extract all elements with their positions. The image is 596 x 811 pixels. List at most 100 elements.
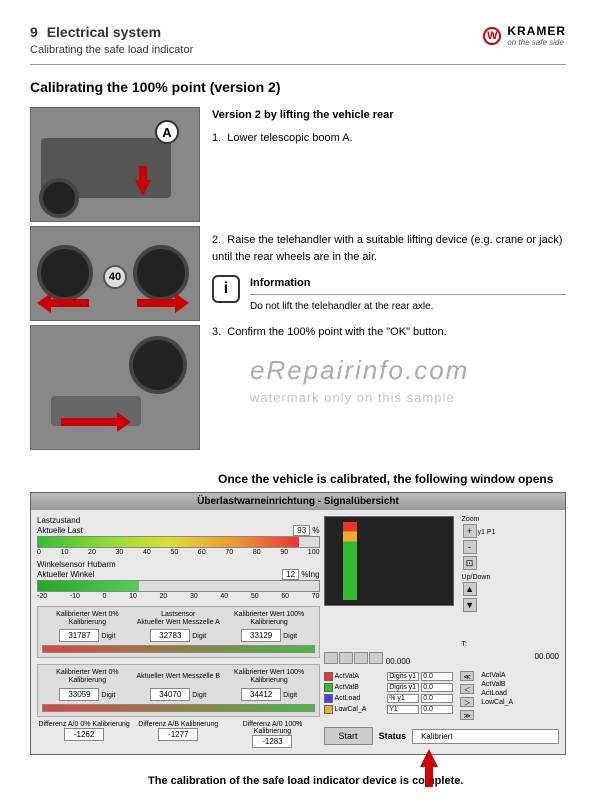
lastsensor-label: Lastsensor — [161, 611, 195, 618]
sensor-a-0: 31787 — [59, 629, 99, 642]
zoom-in-button[interactable]: + — [463, 524, 477, 538]
playback-controls: 00.000 00.000 — [324, 652, 559, 666]
info-header: Information — [250, 275, 566, 295]
ch3-name: ActLoad — [335, 695, 386, 702]
ch1-val: 0.0 — [421, 672, 453, 681]
diff-row: Differenz A/0 0% Kalibrierung-1262 Diffe… — [37, 721, 320, 748]
photo-jack — [30, 325, 200, 450]
zoom-label: Zoom — [462, 516, 559, 523]
ch-nav1[interactable]: ≪ — [460, 671, 474, 681]
info-icon: i — [212, 275, 240, 303]
diff-a100: -1283 — [252, 735, 292, 748]
channel-list-1: ActValADigits y10.0 ActValBDigits y10.0 … — [324, 670, 454, 721]
winkel-unit: %Ing — [301, 570, 319, 579]
updown-label: Up/Down — [462, 574, 559, 581]
ch23-name: ActLoad — [481, 690, 559, 697]
unit-b100: Digit — [283, 692, 297, 699]
watermark: eRepairinfo.com watermark only on this s… — [250, 355, 469, 405]
up-button[interactable]: ▲ — [463, 582, 477, 596]
lastzustand-label: Lastzustand — [37, 516, 80, 525]
aktuelle-last-unit: % — [312, 526, 319, 535]
ch-color-3 — [324, 694, 333, 703]
info-text: Do not lift the telehandler at the rear … — [250, 299, 566, 314]
down-button[interactable]: ▼ — [463, 598, 477, 612]
sensor-b-cur: 34070 — [150, 688, 190, 701]
time-start: 00.000 — [386, 657, 410, 666]
diff-ab: -1277 — [158, 728, 198, 741]
subchapter-title: Calibrating the safe load indicator — [30, 44, 193, 56]
ch3-val: 0.0 — [421, 694, 453, 703]
zoom-reset-button[interactable]: ⊡ — [463, 556, 477, 570]
ch-color-1 — [324, 672, 333, 681]
messzelle-a-label: Aktueller Wert Messzelle A — [137, 619, 220, 626]
rew-button[interactable] — [369, 652, 383, 664]
ch4-name: LowCal_A — [335, 706, 386, 713]
rec-button[interactable] — [354, 652, 368, 664]
aktuelle-last-value: 93 — [293, 525, 310, 536]
photo-rear-wheels: 40 — [30, 226, 200, 321]
watermark-line2: watermark only on this sample — [250, 390, 469, 405]
zoom-bar-indicator — [343, 522, 357, 600]
procedure-subheader: Version 2 by lifting the vehicle rear — [212, 107, 566, 124]
software-title: Überlastwarneinrichtung - Signalübersich… — [31, 493, 565, 510]
ch21-name: ActValA — [481, 672, 559, 679]
ch-color-4 — [324, 705, 333, 714]
ch2-val: 0.0 — [421, 683, 453, 692]
winkel-value: 12 — [282, 569, 299, 580]
photo-boom: A — [30, 107, 200, 222]
ch1-digit: Digits y1 — [387, 672, 419, 681]
ch-nav4[interactable]: ≫ — [460, 710, 474, 720]
logo-icon: W — [483, 27, 501, 45]
ch-color-2 — [324, 683, 333, 692]
sensor-b-100: 34412 — [241, 688, 281, 701]
arrow-right-icon — [137, 299, 177, 307]
ch-nav3[interactable]: ＞ — [460, 697, 474, 707]
software-window: Überlastwarneinrichtung - Signalübersich… — [30, 492, 566, 755]
step1-text: Lower telescopic boom A. — [227, 132, 352, 144]
arrow-up-status-icon — [420, 749, 438, 767]
angle-bar — [37, 580, 320, 592]
sensor-b-0: 33059 — [59, 688, 99, 701]
winkel-label: Aktueller Winkel — [37, 570, 94, 579]
calibration-result-title: Once the vehicle is calibrated, the foll… — [218, 472, 566, 486]
play-button[interactable] — [324, 652, 338, 664]
watermark-line1: eRepairinfo.com — [250, 355, 469, 386]
sensor-a-cur: 32783 — [150, 629, 190, 642]
sensor-a-100: 33129 — [241, 629, 281, 642]
step3-text: Confirm the 100% point with the "OK" but… — [227, 326, 446, 338]
ch2-digit: Digits y1 — [387, 683, 419, 692]
brand-tagline: on the safe side — [507, 38, 566, 47]
cal0-header-b: Kalibrierter Wert 0% Kalibrierung — [42, 669, 133, 684]
cal100-header-b: Kalibrierter Wert 100% Kalibrierung — [224, 669, 315, 684]
step2-text: Raise the telehandler with a suitable li… — [212, 234, 562, 263]
load-scale: 0102030405060708090100 — [37, 549, 320, 556]
unit-a0: Digit — [101, 633, 115, 640]
cal0-header: Kalibrierter Wert 0% Kalibrierung — [42, 611, 133, 626]
step-2: 2. Raise the telehandler with a suitable… — [212, 232, 566, 265]
brand-name: KRAMER — [507, 24, 566, 38]
ch3-digit: % y1 — [387, 694, 419, 703]
stop-button[interactable] — [339, 652, 353, 664]
angle-scale: -20-10010203040506070 — [37, 593, 320, 600]
unit-ac: Digit — [192, 633, 206, 640]
diff-a0-label: Differenz A/0 0% Kalibrierung — [37, 721, 131, 728]
ch24-name: LowCal_A — [481, 699, 559, 706]
zoom-panel — [324, 516, 454, 606]
page-header: 9 Electrical system Calibrating the safe… — [30, 24, 566, 56]
diff-a0: -1262 — [64, 728, 104, 741]
unit-a100: Digit — [283, 633, 297, 640]
step-3: 3. Confirm the 100% point with the "OK" … — [212, 324, 566, 341]
start-button[interactable]: Start — [324, 727, 373, 745]
ch22-name: ActValB — [481, 681, 559, 688]
arrow-down-icon — [135, 180, 151, 196]
time-end: 00.000 — [535, 652, 559, 661]
ch4-digit: Y1 — [387, 705, 419, 714]
status-label: Status — [379, 731, 407, 741]
winkelsensor-label: Winkelsensor Hubarm — [37, 560, 116, 569]
ch-nav2[interactable]: ＜ — [460, 684, 474, 694]
label-a: A — [155, 120, 179, 144]
chapter-title: 9 Electrical system — [30, 24, 193, 42]
zoom-out-button[interactable]: - — [463, 540, 477, 554]
unit-bc: Digit — [192, 692, 206, 699]
status-value: Kalibriert — [412, 729, 559, 744]
